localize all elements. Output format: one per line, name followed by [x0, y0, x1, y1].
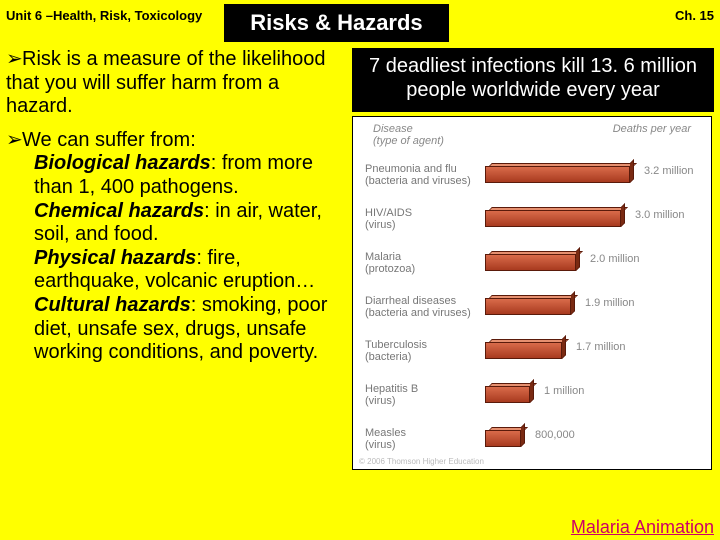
hazard-phys: Physical hazards: fire, earthquake, volc… [6, 247, 346, 294]
chart-col-left: Disease (type of agent) [373, 123, 444, 147]
hazard-bio: Biological hazards: from more than 1, 40… [6, 152, 346, 199]
chart-bar-value: 3.0 million [635, 209, 685, 221]
bullet-2: ➢We can suffer from: [6, 129, 346, 153]
chart-row-label: Measles(virus) [365, 427, 485, 451]
header: Unit 6 –Health, Risk, Toxicology Risks &… [0, 0, 720, 42]
chart-bar: 1.7 million [485, 339, 701, 363]
chart-bar: 2.0 million [485, 251, 701, 275]
chart-row: Measles(virus) 800,000 [365, 417, 701, 461]
arrow-icon: ➢ [6, 48, 22, 72]
headline: 7 deadliest infections kill 13. 6 millio… [352, 48, 714, 112]
chart-row: Malaria(protozoa) 2.0 million [365, 241, 701, 285]
chart-row: Diarrheal diseases(bacteria and viruses)… [365, 285, 701, 329]
chart-bar-value: 800,000 [535, 429, 575, 441]
left-column: ➢Risk is a measure of the likelihood tha… [6, 48, 346, 470]
chart-bar: 1.9 million [485, 295, 701, 319]
content: ➢Risk is a measure of the likelihood tha… [0, 42, 720, 470]
chart-bar-value: 1.7 million [576, 341, 626, 353]
chart-bar: 800,000 [485, 427, 701, 451]
chart-row-label: HIV/AIDS(virus) [365, 207, 485, 231]
chart-row: HIV/AIDS(virus) 3.0 million [365, 197, 701, 241]
chart-bar: 3.2 million [485, 163, 701, 187]
page-title: Risks & Hazards [224, 4, 448, 42]
chart-bar-value: 1 million [544, 385, 584, 397]
chart-row-label: Malaria(protozoa) [365, 251, 485, 275]
chart-row-label: Pneumonia and flu(bacteria and viruses) [365, 163, 485, 187]
chart-col-right: Deaths per year [613, 123, 691, 135]
chart-row-label: Tuberculosis(bacteria) [365, 339, 485, 363]
chart-row-label: Diarrheal diseases(bacteria and viruses) [365, 295, 485, 319]
chart-row: Pneumonia and flu(bacteria and viruses) 3… [365, 153, 701, 197]
deaths-chart: Disease (type of agent) Deaths per year … [352, 116, 712, 470]
bullet-1: ➢Risk is a measure of the likelihood tha… [6, 48, 346, 119]
right-column: 7 deadliest infections kill 13. 6 millio… [352, 48, 714, 470]
arrow-icon: ➢ [6, 129, 22, 153]
hazard-chem: Chemical hazards: in air, water, soil, a… [6, 200, 346, 247]
chart-bar-value: 3.2 million [644, 165, 694, 177]
chart-row: Tuberculosis(bacteria) 1.7 million [365, 329, 701, 373]
chart-row: Hepatitis B(virus) 1 million [365, 373, 701, 417]
chart-bar-value: 1.9 million [585, 297, 635, 309]
chart-bar: 1 million [485, 383, 701, 407]
chart-bar-value: 2.0 million [590, 253, 640, 265]
hazard-cult: Cultural hazards: smoking, poor diet, un… [6, 294, 346, 365]
chart-bar: 3.0 million [485, 207, 701, 231]
chart-row-label: Hepatitis B(virus) [365, 383, 485, 407]
chapter-label: Ch. 15 [675, 4, 714, 23]
unit-label: Unit 6 –Health, Risk, Toxicology [6, 4, 202, 23]
malaria-animation-link[interactable]: Malaria Animation [571, 517, 714, 538]
